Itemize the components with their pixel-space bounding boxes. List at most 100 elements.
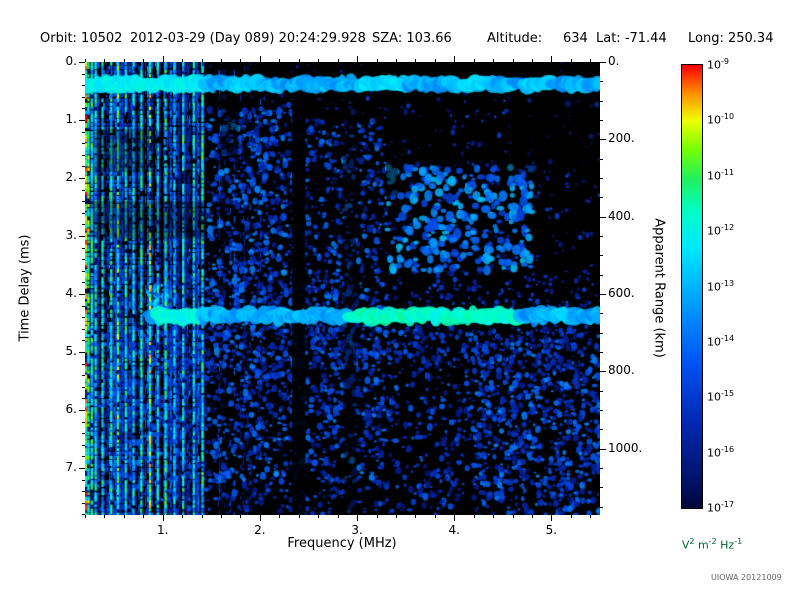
header-datetime: 2012-03-29 (Day 089) 20:24:29.928 (130, 31, 366, 46)
axis-tick (279, 59, 281, 62)
colorbar-tick-label: 10-10 (707, 112, 735, 128)
axis-tick (143, 59, 145, 62)
colorbar-tick-label: 10-9 (707, 57, 729, 72)
tick-label: 3. (65, 228, 77, 242)
axis-tick (600, 429, 603, 431)
axis-tick (531, 59, 533, 62)
colorbar (681, 64, 703, 509)
axis-tick (415, 515, 417, 518)
axis-tick (454, 56, 456, 62)
axis-tick (82, 491, 85, 493)
tick-label: 0. (65, 54, 77, 68)
tick-label: 600. (608, 286, 635, 300)
header-lat: Lat: -71.44 (596, 31, 667, 46)
axis-tick (395, 59, 397, 62)
axis-tick (82, 201, 85, 203)
axis-tick (82, 305, 85, 307)
axis-tick (82, 73, 85, 75)
axis-tick (79, 468, 85, 470)
axis-tick (473, 59, 475, 62)
axis-tick (600, 332, 603, 334)
axis-tick (434, 59, 436, 62)
axis-tick (82, 131, 85, 133)
axis-tick (104, 59, 106, 62)
axis-tick (357, 515, 359, 521)
axis-tick (85, 515, 86, 518)
axis-tick (79, 236, 85, 237)
axis-tick (318, 59, 320, 62)
tick-label: 4. (65, 286, 77, 300)
tick-label: 2. (65, 170, 77, 184)
axis-tick (82, 421, 85, 423)
axis-tick (600, 448, 606, 450)
tick-label: 5. (545, 523, 558, 537)
axis-tick (82, 375, 85, 377)
tick-label: 1000. (608, 440, 643, 455)
axis-tick (473, 515, 475, 518)
axis-tick (279, 515, 281, 518)
axis-tick (570, 59, 572, 62)
axis-tick (512, 515, 514, 518)
axis-tick (298, 515, 300, 518)
axis-tick (493, 515, 495, 518)
axis-tick (600, 100, 603, 102)
y-axis-title-left: Time Delay (ms) (17, 234, 33, 342)
colorbar-unit-label: V2 m-2 Hz-1 (681, 537, 743, 552)
header-sza: SZA: 103.66 (372, 31, 452, 46)
axis-tick (259, 515, 261, 521)
axis-tick (201, 59, 203, 62)
header-altitude-label: Altitude: (487, 31, 543, 46)
axis-tick (600, 81, 603, 83)
axis-tick (600, 371, 606, 373)
axis-tick (79, 410, 85, 411)
y-axis-title-right: Apparent Range (km) (651, 218, 667, 358)
colorbar-tick-label: 10-11 (707, 167, 735, 183)
axis-tick (600, 139, 606, 141)
axis-tick (221, 515, 223, 518)
tick-label: 800. (608, 363, 635, 378)
axis-tick (600, 506, 603, 508)
axis-tick (600, 62, 606, 63)
axis-tick (82, 108, 85, 110)
axis-tick (600, 487, 603, 489)
tick-label: 2. (254, 523, 266, 537)
tick-label: 0. (608, 54, 620, 68)
axis-tick (182, 59, 184, 62)
axis-tick (570, 515, 572, 518)
axis-tick (82, 189, 85, 191)
colorbar-tick-label: 10-12 (707, 223, 735, 238)
axis-tick (85, 59, 86, 62)
axis-tick (357, 56, 359, 62)
axis-tick (337, 59, 339, 62)
axis-tick (82, 328, 85, 330)
axis-tick (162, 56, 164, 62)
axis-tick (259, 56, 261, 62)
axis-tick (82, 259, 85, 261)
colorbar-gradient (682, 65, 702, 508)
axis-tick (600, 410, 603, 411)
axis-tick (551, 515, 553, 521)
axis-tick (104, 515, 106, 518)
axis-tick (82, 479, 85, 481)
ionogram-spectrogram (85, 62, 600, 515)
axis-tick (600, 352, 603, 353)
axis-tick (337, 515, 339, 518)
axis-tick (79, 62, 85, 63)
axis-tick (82, 270, 85, 272)
axis-tick (82, 212, 85, 214)
axis-tick (600, 274, 603, 276)
axis-tick (82, 282, 85, 284)
axis-tick (82, 247, 85, 249)
axis-tick (298, 59, 300, 62)
colorbar-tick-label: 10-17 (707, 500, 735, 515)
axis-tick (395, 515, 397, 518)
tick-label: 5. (65, 344, 77, 358)
axis-tick (240, 515, 242, 518)
axis-tick (82, 444, 85, 446)
axis-tick (82, 96, 85, 98)
tick-label: 6. (65, 402, 77, 416)
colorbar-tick-label: 10-16 (707, 444, 735, 460)
colorbar-tick-label: 10-15 (707, 389, 735, 404)
axis-tick (82, 154, 85, 156)
